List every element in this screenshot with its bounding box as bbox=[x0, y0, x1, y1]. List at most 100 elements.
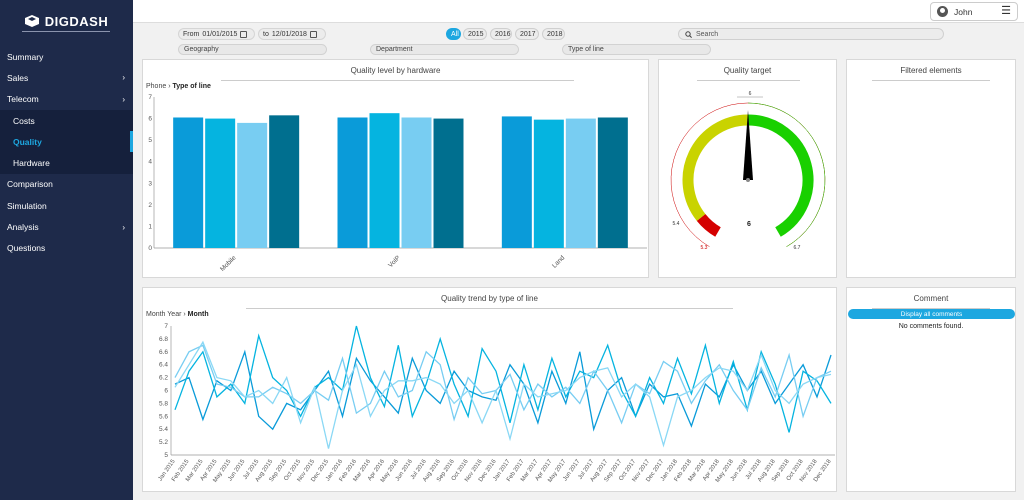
year-pill-2017[interactable]: 2017 bbox=[515, 28, 539, 40]
year-pill-2018[interactable]: 2018 bbox=[542, 28, 565, 40]
from-label: From bbox=[183, 30, 200, 38]
y-tick-label: 5.4 bbox=[159, 426, 168, 433]
gauge-outer-ring-green bbox=[747, 102, 826, 247]
sidebar: DIGDASH Summary Sales › Telecom › Costs Qualit… bbox=[0, 0, 133, 500]
y-tick-label: 2 bbox=[148, 202, 152, 209]
y-tick-label: 0 bbox=[148, 245, 152, 252]
nav-item-label: Quality bbox=[13, 136, 42, 147]
nav-item-summary[interactable]: Summary bbox=[0, 46, 133, 67]
crumb-current: Type of line bbox=[172, 83, 211, 90]
nav-item-analysis[interactable]: Analysis › bbox=[0, 216, 133, 237]
hamburger-icon[interactable]: ☰ bbox=[1001, 5, 1011, 17]
gauge-needle bbox=[743, 110, 753, 180]
bar-land-3[interactable] bbox=[565, 118, 596, 248]
crumb-current: Month bbox=[187, 311, 209, 318]
year-pill-2015[interactable]: 2015 bbox=[463, 28, 487, 40]
nav-item-label: Simulation bbox=[7, 200, 47, 211]
type-of-line-filter[interactable]: Type of line bbox=[562, 44, 711, 55]
line-series-2[interactable] bbox=[174, 325, 832, 433]
display-all-comments-button[interactable]: Display all comments bbox=[848, 309, 1015, 319]
nav-menu: Summary Sales › Telecom › Costs Quality Hardwar… bbox=[0, 46, 133, 259]
nav-item-label: Questions bbox=[7, 243, 46, 254]
calendar-icon[interactable] bbox=[309, 30, 317, 38]
geography-filter[interactable]: Geography bbox=[178, 44, 327, 55]
nav-item-label: Costs bbox=[13, 115, 35, 126]
top-header: John ☰ bbox=[133, 0, 1024, 23]
title-divider bbox=[221, 80, 574, 81]
logo-divider bbox=[22, 31, 110, 32]
user-menu-button[interactable]: John ☰ bbox=[930, 2, 1018, 21]
y-tick-label: 7 bbox=[148, 94, 152, 101]
gauge-right-label: 6.7 bbox=[794, 245, 801, 251]
y-tick-label: 1 bbox=[148, 223, 152, 230]
y-tick-label: 4 bbox=[148, 159, 152, 166]
gauge-chart: 6 5.4 5.3 6.7 6 bbox=[670, 91, 826, 251]
bar-land-2[interactable] bbox=[533, 119, 564, 249]
y-tick-label: 6.2 bbox=[159, 375, 168, 382]
y-tick-label: 5 bbox=[148, 137, 152, 144]
title-divider bbox=[872, 308, 990, 309]
search-placeholder: Search bbox=[696, 30, 719, 38]
nav-item-label: Hardware bbox=[13, 158, 50, 169]
y-tick-label: 5.8 bbox=[159, 400, 168, 407]
line-chart-panel: Quality trend by type of line Month Year… bbox=[142, 287, 837, 492]
from-date-field[interactable]: From 01/01/2015 bbox=[178, 28, 255, 40]
nav-item-label: Analysis bbox=[7, 222, 39, 233]
nav-item-sales[interactable]: Sales › bbox=[0, 67, 133, 88]
nav-item-quality[interactable]: Quality bbox=[0, 131, 133, 153]
bar-chart: 0 1 2 3 4 5 6 7 Mobile VoIP Land bbox=[148, 94, 647, 273]
y-tick-label: 5.6 bbox=[159, 413, 168, 420]
nav-item-costs[interactable]: Costs bbox=[0, 109, 133, 132]
crumb-parent[interactable]: Phone bbox=[146, 83, 167, 90]
nav-item-simulation[interactable]: Simulation bbox=[0, 195, 133, 216]
y-tick-label: 6 bbox=[164, 388, 168, 395]
from-date-value: 01/01/2015 bbox=[202, 30, 238, 38]
to-label: to bbox=[263, 30, 269, 38]
gauge-band-1 bbox=[696, 213, 721, 237]
crumb-chevron-icon: › bbox=[168, 83, 173, 90]
bar-chart-title: Quality level by hardware bbox=[350, 66, 441, 75]
no-comments-message: No comments found. bbox=[898, 323, 964, 330]
nav-item-comparison[interactable]: Comparison bbox=[0, 174, 133, 195]
crumb-chevron-icon: › bbox=[183, 311, 188, 318]
bar-mobile-4[interactable] bbox=[269, 115, 300, 248]
bar-breadcrumb[interactable]: Phone › Type of line bbox=[146, 83, 211, 90]
filtered-elements-title: Filtered elements bbox=[900, 66, 962, 75]
bar-mobile-2[interactable] bbox=[205, 118, 236, 248]
logo[interactable]: DIGDASH bbox=[0, 0, 133, 42]
title-divider bbox=[872, 80, 990, 81]
bar-chart-panel: Quality level by hardware Phone › Type o… bbox=[142, 59, 649, 278]
chevron-right-icon: › bbox=[122, 94, 125, 104]
bar-voip-4[interactable] bbox=[433, 118, 464, 248]
line-series-4[interactable] bbox=[174, 340, 832, 449]
nav-item-hardware[interactable]: Hardware bbox=[0, 152, 133, 174]
bar-land-4[interactable] bbox=[597, 117, 628, 248]
bar-mobile-1[interactable] bbox=[173, 117, 204, 248]
to-date-field[interactable]: to 12/01/2018 bbox=[258, 28, 326, 40]
gauge-value: 6 bbox=[747, 221, 751, 228]
calendar-icon[interactable] bbox=[240, 30, 248, 38]
nav-item-questions[interactable]: Questions bbox=[0, 238, 133, 259]
gauge-top-label: 6 bbox=[749, 91, 752, 97]
y-tick-label: 6 bbox=[148, 116, 152, 123]
nav-item-label: Telecom bbox=[7, 94, 39, 105]
crumb-parent[interactable]: Month Year bbox=[146, 311, 182, 318]
bar-voip-1[interactable] bbox=[337, 117, 368, 248]
title-divider bbox=[697, 80, 800, 81]
y-tick-label: 6.6 bbox=[159, 349, 168, 356]
year-pill-2016[interactable]: 2016 bbox=[490, 28, 512, 40]
department-label: Department bbox=[376, 46, 413, 53]
bar-voip-3[interactable] bbox=[401, 117, 432, 248]
bar-land-1[interactable] bbox=[501, 116, 532, 248]
search-input[interactable]: Search bbox=[678, 28, 944, 40]
comment-panel: Comment Display all comments No comments… bbox=[846, 287, 1016, 492]
year-pill-all[interactable]: All bbox=[446, 28, 461, 40]
gauge-panel: Quality target 6 5.4 5.3 6.7 6 bbox=[658, 59, 837, 278]
bar-voip-2[interactable] bbox=[369, 113, 400, 248]
line-breadcrumb[interactable]: Month Year › Month bbox=[146, 311, 209, 318]
bar-mobile-3[interactable] bbox=[237, 122, 268, 248]
gauge-bottom-left-label: 5.3 bbox=[701, 245, 708, 251]
nav-item-telecom[interactable]: Telecom › bbox=[0, 89, 133, 110]
department-filter[interactable]: Department bbox=[370, 44, 519, 55]
